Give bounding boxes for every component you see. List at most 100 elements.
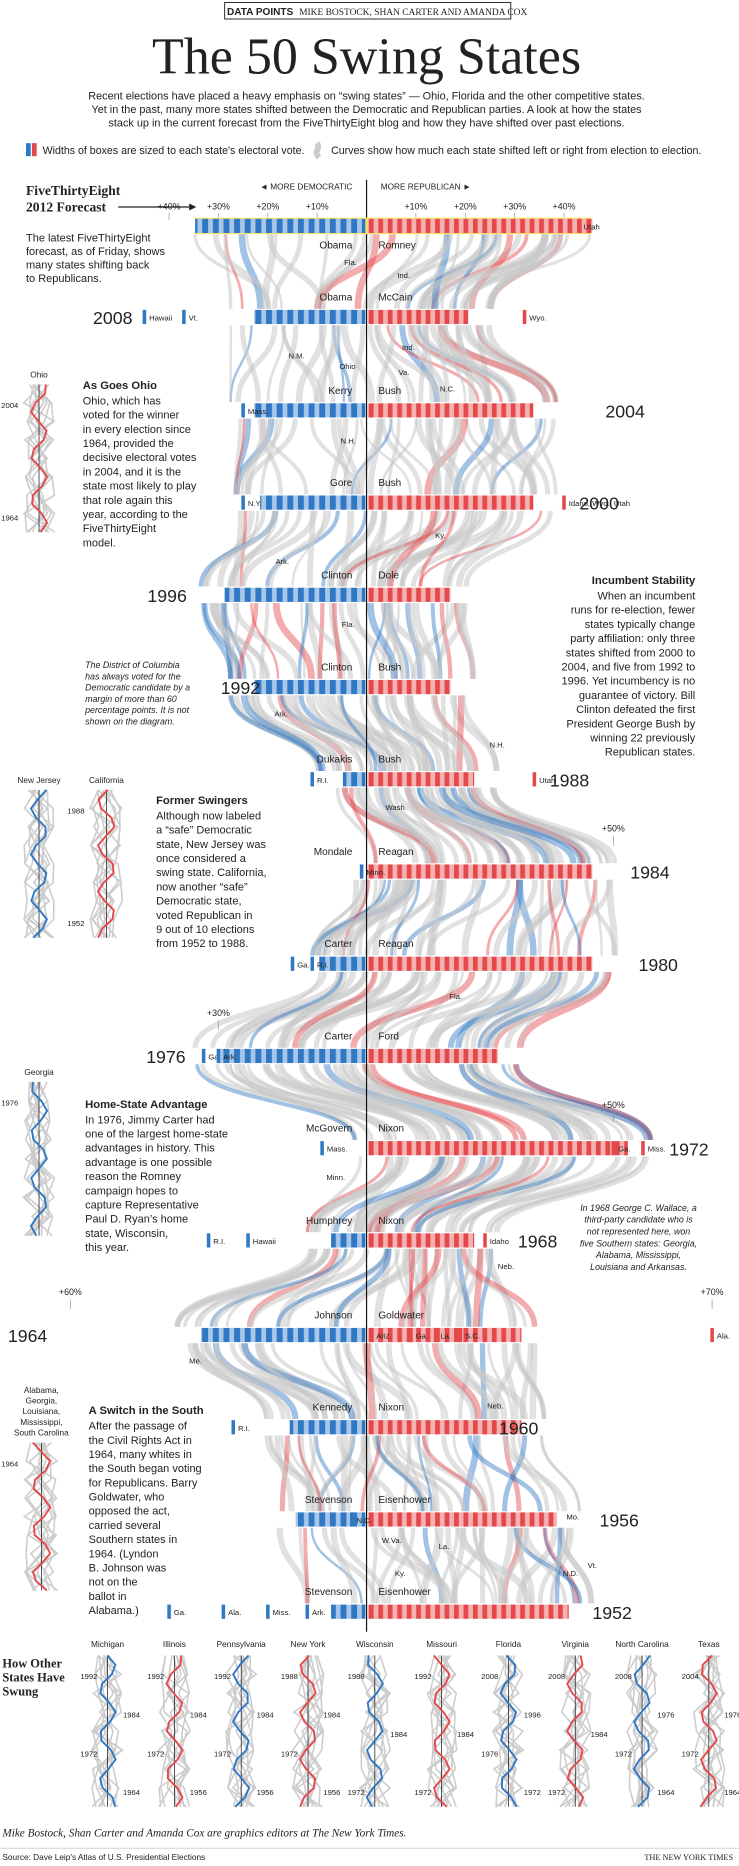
mini-curve	[695, 1654, 725, 1808]
state-box	[216, 1048, 221, 1064]
row-tick-label: +50%	[602, 823, 625, 833]
rep-candidate: Nixon	[378, 1403, 404, 1414]
year-label: 1992	[221, 678, 260, 698]
curve-label: N.C.	[440, 384, 455, 393]
swing-curve	[398, 1248, 442, 1327]
block-line: state, Wisconsin,	[85, 1228, 168, 1240]
block-line: Republican states.	[605, 747, 695, 759]
swing-curve	[247, 1248, 370, 1328]
mini-year: 1992	[80, 1672, 97, 1681]
mini-curve	[497, 1654, 524, 1808]
rep-boxes	[367, 1233, 475, 1248]
swing-curve	[270, 1343, 370, 1420]
state-box	[359, 864, 364, 879]
mini-curve	[568, 1654, 591, 1808]
state-label: Ga.	[618, 1145, 630, 1154]
mini-curve	[625, 1655, 658, 1807]
state-box	[290, 956, 295, 971]
swing-curve	[262, 1063, 430, 1141]
state-box	[241, 403, 245, 418]
swing-curve	[381, 603, 407, 679]
mini-title: North Carolina	[615, 1640, 669, 1649]
mini-state-line	[433, 1654, 451, 1808]
mini-curve	[291, 1655, 324, 1808]
swing-curve	[342, 418, 359, 495]
swing-curve	[385, 602, 441, 680]
swing-curve	[380, 418, 423, 495]
mini-curve	[92, 1654, 123, 1808]
state-box	[710, 1327, 714, 1343]
rep-boxes	[367, 1512, 557, 1527]
mini-curve	[700, 1655, 726, 1808]
swing-curve	[232, 694, 323, 772]
swing-curve	[195, 1063, 357, 1141]
kicker-box	[224, 1, 512, 20]
block-line: state most likely to play	[83, 481, 197, 493]
block-line: 1964, many whites in	[89, 1449, 192, 1461]
swing-curve	[305, 1156, 389, 1233]
mini-chart	[22, 1441, 59, 1592]
rep-boxes	[367, 956, 593, 971]
dem-candidate: Mondale	[314, 847, 353, 858]
swing-curve	[457, 787, 591, 864]
state-label: Minn.	[366, 868, 385, 877]
swing-curve	[365, 971, 465, 1048]
curve-label: Ind.	[402, 343, 415, 352]
mini-chart	[22, 1081, 56, 1237]
mini-title: California	[89, 776, 124, 785]
swing-curve	[385, 787, 431, 864]
swing-curve	[373, 325, 411, 403]
mini-title: Pennsylvania	[217, 1640, 267, 1649]
mini-year: 1956	[323, 1788, 340, 1797]
swing-curve	[299, 971, 418, 1049]
block-line: carried several	[89, 1520, 161, 1532]
block-line: has always voted for the	[85, 671, 181, 681]
mini-year: 1988	[67, 807, 84, 816]
rep-candidate: Dole	[378, 570, 399, 581]
mini-state-line	[632, 1654, 651, 1808]
swing-curve	[364, 879, 443, 956]
mini-state-line	[232, 1654, 251, 1808]
swing-curve	[336, 418, 361, 495]
mini-title: Georgia,	[26, 1397, 58, 1406]
row-tick-label: +30%	[207, 1008, 230, 1018]
swing-curve	[369, 971, 442, 1048]
swing-curve	[539, 1435, 582, 1512]
mini-year: 1964	[657, 1788, 675, 1797]
dem-boxes	[201, 1327, 366, 1343]
swing-curve	[309, 418, 358, 495]
swing-curve	[335, 787, 378, 864]
swing-curve	[442, 787, 523, 864]
mini-chart	[491, 1654, 525, 1808]
swing-curve	[345, 1343, 378, 1419]
swing-curve	[411, 325, 488, 403]
rep-candidate: Bush	[378, 386, 401, 397]
rep-boxes	[367, 772, 475, 787]
swing-curve	[213, 1248, 314, 1327]
mini-curve	[226, 1654, 258, 1808]
rep-candidate: Romney	[378, 240, 415, 251]
swing-curve	[454, 1343, 492, 1420]
curve-label: Fla.	[344, 258, 357, 267]
swing-curve	[244, 418, 268, 495]
swing-curve	[208, 602, 271, 679]
mini-year: 1984	[390, 1730, 408, 1739]
swing-curve	[326, 510, 378, 587]
swing-curve	[368, 1343, 419, 1420]
mini-curve	[89, 789, 123, 939]
swing-curve	[473, 1248, 484, 1327]
mini-curve	[427, 1655, 458, 1808]
swing-curve	[228, 695, 323, 772]
swing-curve	[272, 602, 316, 679]
swing-curve	[471, 787, 554, 864]
swing-curve	[338, 1527, 387, 1604]
swing-curve	[392, 787, 444, 864]
mini-chart	[224, 1654, 258, 1808]
swing-curve	[349, 879, 412, 956]
mini-curve	[26, 384, 56, 533]
mini-year: 1972	[524, 1788, 541, 1797]
swing-curve	[254, 1343, 320, 1420]
swing-curve	[274, 1435, 295, 1512]
state-box	[532, 772, 537, 787]
mini-year: 1972	[281, 1749, 298, 1758]
